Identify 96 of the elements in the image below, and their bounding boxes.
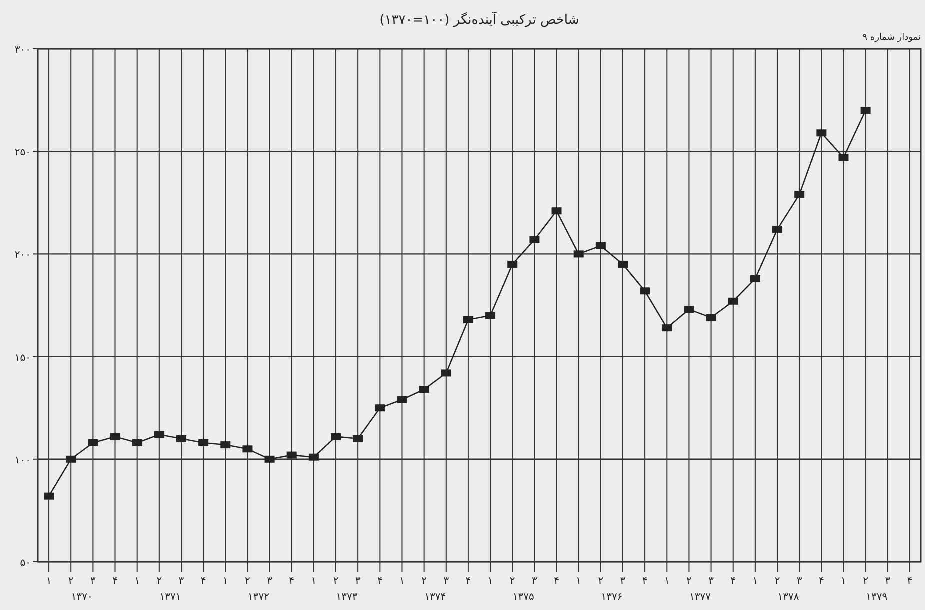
x-tick-label: ۳	[532, 576, 538, 587]
x-tick-label: ۲	[333, 576, 339, 587]
point	[772, 226, 783, 234]
x-tick-label: ۲	[863, 576, 868, 587]
x-tick-label: ۲	[598, 576, 604, 587]
text: ۱۳۷۳	[336, 592, 358, 603]
x-tick-label: ۳	[796, 576, 803, 587]
text: ۱۳۷۲	[248, 592, 270, 603]
x-tick-label: ۳	[178, 576, 185, 587]
x-tick-label: ۴	[466, 576, 472, 587]
x-tick-label: ۱	[752, 576, 758, 587]
point	[684, 306, 694, 314]
x-tick-label: ۴	[554, 576, 560, 587]
text: ۱۳۷۷	[690, 592, 712, 603]
x-tick-label: ۱	[664, 576, 670, 587]
point	[154, 431, 164, 438]
text: ۱۳۷۴	[424, 592, 446, 603]
x-tick-label: ۲	[156, 576, 162, 587]
point	[441, 370, 452, 377]
x-tick-label: ۳	[620, 576, 626, 587]
point	[375, 404, 386, 412]
point	[596, 242, 606, 250]
point	[198, 439, 209, 446]
x-tick-label: ۴	[907, 576, 913, 587]
point	[463, 316, 474, 324]
x-tick-label: ۱	[311, 576, 317, 587]
point	[176, 435, 186, 442]
x-tick-label: ۱	[222, 576, 228, 587]
x-tick-label: ۴	[289, 576, 295, 587]
text: ۱۳۷۶	[601, 592, 623, 603]
chart-title: شاخص ترکیبی آینده‌نگر (۱۰۰=۱۳۷۰)	[380, 11, 580, 28]
text: ۱۳۷۱	[160, 592, 182, 603]
point	[706, 314, 716, 322]
x-tick-label: ۱	[841, 576, 846, 587]
x-tick-label: ۴	[200, 576, 206, 587]
x-tick-label: ۳	[267, 576, 274, 587]
text: ۱۳۷۵	[512, 592, 534, 603]
point	[286, 452, 297, 459]
point	[530, 236, 540, 244]
x-tick-label: ۴	[377, 576, 383, 587]
y-tick-label: ۱۵۰	[14, 352, 31, 364]
x-tick-label: ۲	[774, 576, 780, 587]
y-tick-label: ۲۵۰	[14, 148, 31, 159]
point	[353, 435, 364, 442]
text: ۱۳۷۹	[866, 592, 888, 603]
point	[750, 275, 760, 282]
point	[728, 298, 738, 305]
x-tick-label: ۲	[68, 576, 74, 587]
y-tick-label: ۲۰۰	[14, 250, 31, 262]
x-tick-label: ۲	[686, 576, 692, 587]
point	[132, 439, 142, 446]
point	[816, 130, 827, 137]
point	[419, 386, 430, 394]
point	[486, 312, 496, 320]
point	[662, 324, 672, 332]
point	[508, 260, 518, 268]
point	[794, 191, 805, 198]
x-tick-label: ۳	[90, 576, 96, 587]
point	[860, 107, 871, 114]
x-tick-label: ۲	[422, 576, 427, 587]
point	[838, 154, 849, 162]
x-tick-label: ۲	[510, 576, 516, 587]
x-tick-label: ۱	[400, 576, 405, 587]
point	[640, 288, 650, 295]
y-tick-label: ۳۰۰	[14, 45, 31, 56]
text: نمودار شماره ۹	[862, 33, 921, 43]
x-tick-label: ۱	[576, 576, 582, 587]
point	[331, 433, 342, 440]
x-tick-label: ۱	[134, 576, 140, 587]
y-tick-label: ۵۰	[20, 558, 31, 569]
text: ۱۳۷۸	[778, 592, 800, 603]
point	[618, 260, 628, 268]
x-tick-label: ۳	[444, 576, 450, 587]
point	[308, 454, 319, 461]
x-tick-label: ۲	[245, 576, 250, 587]
point	[110, 433, 120, 440]
x-tick-label: ۴	[112, 576, 118, 587]
x-tick-label: ۴	[730, 576, 736, 587]
point	[264, 456, 275, 463]
x-tick-label: ۴	[642, 576, 648, 587]
point	[44, 492, 54, 500]
point	[88, 439, 98, 446]
point	[220, 442, 231, 449]
point	[66, 456, 76, 463]
point	[397, 396, 408, 404]
x-tick-label: ۳	[885, 576, 892, 587]
x-tick-label: ۱	[46, 576, 52, 587]
point	[552, 208, 562, 215]
x-tick-label: ۴	[818, 576, 824, 587]
point	[242, 446, 253, 453]
text: ۱۳۷۰	[71, 592, 93, 603]
point	[574, 250, 584, 258]
x-tick-label: ۳	[708, 576, 715, 587]
x-tick-label: ۱	[488, 576, 494, 587]
x-tick-label: ۳	[355, 576, 362, 587]
y-tick-label: ۱۰۰	[14, 455, 31, 466]
